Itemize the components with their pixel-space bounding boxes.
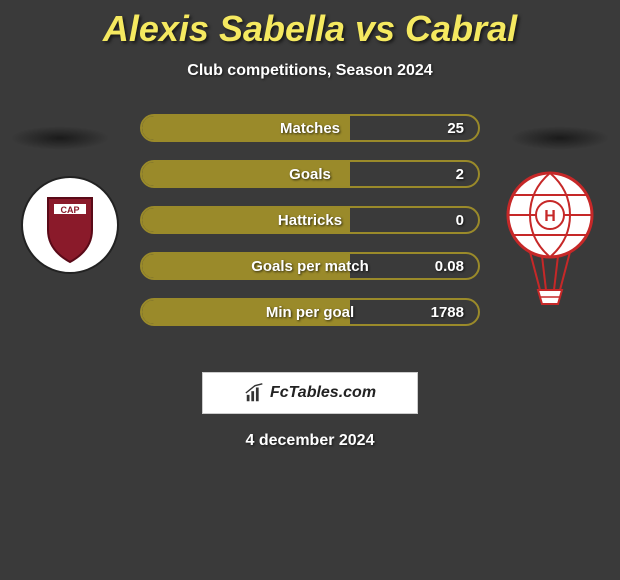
stat-bar: Goals 2 — [140, 160, 480, 188]
svg-text:H: H — [544, 208, 556, 225]
stat-value: 0.08 — [435, 258, 464, 275]
stat-value: 25 — [447, 120, 464, 137]
date-text: 4 december 2024 — [0, 432, 620, 450]
player-shadow-left — [10, 126, 110, 150]
svg-text:CAP: CAP — [60, 205, 79, 215]
chart-icon — [244, 382, 266, 404]
stat-label: Hattricks — [278, 212, 342, 229]
stats-bars: Matches 25 Goals 2 Hattricks 0 Goals per… — [140, 114, 480, 326]
shield-icon: CAP — [20, 170, 120, 280]
stat-value: 2 — [456, 166, 464, 183]
subtitle: Club competitions, Season 2024 — [0, 62, 620, 80]
player-shadow-right — [510, 126, 610, 150]
brand-text: FcTables.com — [270, 384, 376, 402]
stat-label: Min per goal — [266, 304, 354, 321]
stat-label: Goals per match — [251, 258, 369, 275]
balloon-icon: H — [500, 170, 600, 310]
stat-bar: Goals per match 0.08 — [140, 252, 480, 280]
page-title: Alexis Sabella vs Cabral — [0, 0, 620, 50]
stat-bar: Min per goal 1788 — [140, 298, 480, 326]
team-crest-left: CAP — [20, 170, 120, 285]
stat-bar: Hattricks 0 — [140, 206, 480, 234]
comparison-content: CAP H Matches 25 Goals 2 — [0, 110, 620, 350]
stat-value: 0 — [456, 212, 464, 229]
stat-label: Matches — [280, 120, 340, 137]
brand-badge: FcTables.com — [202, 372, 418, 414]
team-crest-right: H — [500, 170, 600, 315]
stat-value: 1788 — [431, 304, 464, 321]
stat-bar: Matches 25 — [140, 114, 480, 142]
stat-label: Goals — [289, 166, 331, 183]
